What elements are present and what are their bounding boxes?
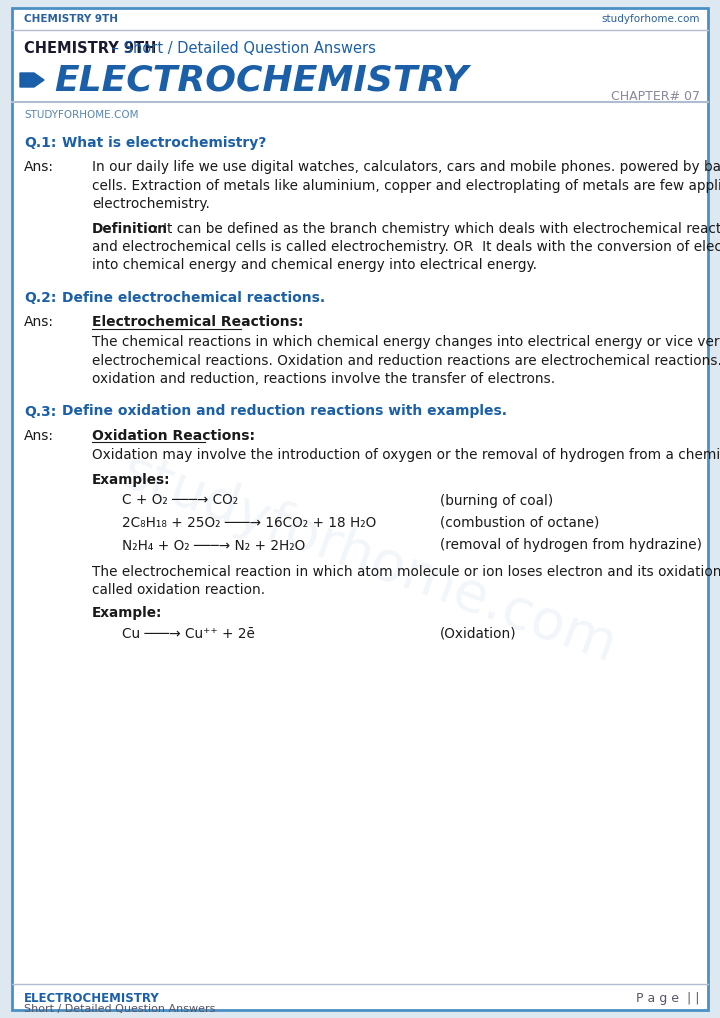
Text: Ans:: Ans: xyxy=(24,429,54,443)
Text: (Oxidation): (Oxidation) xyxy=(440,626,517,640)
Text: studyforhome.com: studyforhome.com xyxy=(115,445,625,675)
Text: CHAPTER# 07: CHAPTER# 07 xyxy=(611,90,700,103)
Text: (removal of hydrogen from hydrazine): (removal of hydrogen from hydrazine) xyxy=(440,539,702,553)
Text: N₂H₄ + O₂ ───→ N₂ + 2H₂O: N₂H₄ + O₂ ───→ N₂ + 2H₂O xyxy=(122,539,305,553)
Text: ELECTROCHEMISTRY: ELECTROCHEMISTRY xyxy=(24,992,160,1005)
FancyArrow shape xyxy=(20,73,44,87)
Text: Definition: Definition xyxy=(92,222,168,235)
Text: Define electrochemical reactions.: Define electrochemical reactions. xyxy=(62,291,325,305)
Text: electrochemical reactions. Oxidation and reduction reactions are electrochemical: electrochemical reactions. Oxidation and… xyxy=(92,353,720,367)
Text: (burning of coal): (burning of coal) xyxy=(440,494,553,508)
Text: : It can be defined as the branch chemistry which deals with electrochemical rea: : It can be defined as the branch chemis… xyxy=(154,222,720,235)
Text: Short / Detailed Question Answers: Short / Detailed Question Answers xyxy=(24,1004,215,1014)
Text: Q.2:: Q.2: xyxy=(24,291,56,305)
Text: (combustion of octane): (combustion of octane) xyxy=(440,516,599,530)
Text: The electrochemical reaction in which atom molecule or ion loses electron and it: The electrochemical reaction in which at… xyxy=(92,565,720,579)
Text: electrochemistry.: electrochemistry. xyxy=(92,197,210,211)
Text: Cu ───→ Cu⁺⁺ + 2ē: Cu ───→ Cu⁺⁺ + 2ē xyxy=(122,626,255,640)
Text: P a g e  | |: P a g e | | xyxy=(636,992,700,1005)
Text: Oxidation Reactions:: Oxidation Reactions: xyxy=(92,429,255,443)
Text: CHEMISTRY 9TH: CHEMISTRY 9TH xyxy=(24,14,118,24)
Text: Oxidation may involve the introduction of oxygen or the removal of hydrogen from: Oxidation may involve the introduction o… xyxy=(92,449,720,462)
Text: CHEMISTRY 9TH: CHEMISTRY 9TH xyxy=(24,41,156,56)
Text: Examples:: Examples: xyxy=(92,473,171,487)
Text: Q.1:: Q.1: xyxy=(24,136,56,150)
Text: cells. Extraction of metals like aluminium, copper and electroplating of metals : cells. Extraction of metals like alumini… xyxy=(92,178,720,192)
Text: into chemical energy and chemical energy into electrical energy.: into chemical energy and chemical energy… xyxy=(92,259,537,273)
Text: studyforhome.com: studyforhome.com xyxy=(601,14,700,24)
Text: Electrochemical Reactions:: Electrochemical Reactions: xyxy=(92,315,303,329)
Text: ELECTROCHEMISTRY: ELECTROCHEMISTRY xyxy=(54,63,468,97)
Text: Define oxidation and reduction reactions with examples.: Define oxidation and reduction reactions… xyxy=(62,404,507,418)
Text: called oxidation reaction.: called oxidation reaction. xyxy=(92,583,265,598)
Text: and electrochemical cells is called electrochemistry. OR  It deals with the conv: and electrochemical cells is called elec… xyxy=(92,240,720,254)
Text: Ans:: Ans: xyxy=(24,315,54,329)
Text: Example:: Example: xyxy=(92,606,163,620)
Text: The chemical reactions in which chemical energy changes into electrical energy o: The chemical reactions in which chemical… xyxy=(92,335,720,349)
Text: C + O₂ ───→ CO₂: C + O₂ ───→ CO₂ xyxy=(122,494,238,508)
Text: oxidation and reduction, reactions involve the transfer of electrons.: oxidation and reduction, reactions invol… xyxy=(92,372,555,386)
Text: In our daily life we use digital watches, calculators, cars and mobile phones. p: In our daily life we use digital watches… xyxy=(92,160,720,174)
Text: – Short / Detailed Question Answers: – Short / Detailed Question Answers xyxy=(107,41,376,56)
Text: 2C₈H₁₈ + 25O₂ ───→ 16CO₂ + 18 H₂O: 2C₈H₁₈ + 25O₂ ───→ 16CO₂ + 18 H₂O xyxy=(122,516,377,530)
Text: Q.3:: Q.3: xyxy=(24,404,56,418)
Text: STUDYFORHOME.COM: STUDYFORHOME.COM xyxy=(24,110,138,120)
Text: What is electrochemistry?: What is electrochemistry? xyxy=(62,136,266,150)
Text: Ans:: Ans: xyxy=(24,160,54,174)
